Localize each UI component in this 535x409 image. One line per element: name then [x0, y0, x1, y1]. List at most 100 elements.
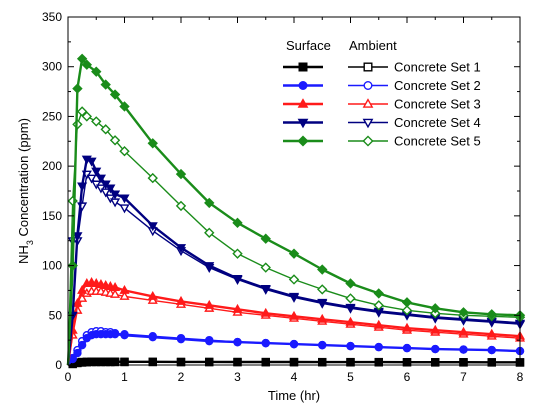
set-5-surface-point — [260, 233, 271, 244]
legend-set-1-label: Concrete Set 1 — [394, 60, 481, 75]
set-5-ambient-point — [91, 116, 102, 127]
set-2-surface-point — [120, 330, 129, 340]
set-5-ambient-point — [232, 248, 243, 259]
set-4-surface-point — [204, 262, 215, 272]
legend-set-3-surface-marker — [297, 98, 309, 108]
set-3-surface-point — [77, 284, 88, 294]
legend: Surface Ambient Concrete Set 1 Concrete Set… — [283, 38, 481, 149]
set-4-surface-point — [260, 284, 271, 294]
set-3-surface-point — [430, 324, 441, 334]
set-3-surface-point — [72, 297, 83, 307]
set-2-surface-point — [374, 342, 383, 352]
set-4-surface-point — [288, 292, 300, 302]
set-5-surface-point — [91, 66, 102, 77]
set-2-surface-point — [73, 348, 82, 358]
set-3-surface-point — [288, 310, 300, 320]
legend-set-3-ambient-marker — [362, 98, 374, 108]
set-3-surface-point — [119, 284, 130, 294]
set-5-ambient-point — [147, 172, 158, 184]
set-5-ambient-point — [109, 135, 121, 146]
set-5-surface-point — [81, 59, 93, 70]
set-5-surface-point — [345, 278, 356, 289]
x-tick-label: 8 — [517, 370, 524, 384]
set-5-surface-point — [288, 248, 300, 259]
set-4-surface-point — [95, 174, 106, 184]
set-5-ambient-point — [100, 124, 111, 135]
set-4-surface-point — [232, 274, 243, 284]
y-tick-label: 0 — [55, 358, 62, 372]
set-2-surface-point — [289, 339, 299, 349]
set-3-surface-point — [110, 281, 121, 291]
set-2-surface-point — [233, 337, 242, 347]
x-axis-title: Time (hr) — [268, 388, 320, 403]
legend-set-2-ambient-marker — [363, 80, 373, 90]
set-4-surface-point — [72, 232, 83, 242]
set-3-surface-point — [373, 319, 384, 329]
y-tick-label: 150 — [42, 209, 62, 223]
set-4-surface-point — [317, 298, 328, 308]
set-5-ambient-point — [119, 146, 130, 157]
set-4-surface-point — [175, 244, 187, 254]
set-4-surface-point — [119, 194, 130, 204]
set-4-surface-point — [86, 157, 97, 167]
set-5-surface-point — [232, 217, 243, 229]
set-5-surface-point — [401, 297, 413, 308]
set-4-ambient-point — [119, 204, 130, 214]
set-3-surface-point — [147, 290, 158, 300]
set-2-surface-point — [402, 343, 412, 353]
set-5-surface-point — [204, 197, 215, 209]
x-tick-label: 3 — [234, 370, 241, 384]
set-4-ambient-point — [86, 174, 97, 184]
legend-set-2-label: Concrete Set 2 — [394, 78, 481, 93]
set-3-surface-point — [175, 295, 187, 305]
set-5-surface-point — [119, 101, 130, 112]
x-tick-label: 7 — [460, 370, 467, 384]
legend-header-ambient: Ambient — [349, 38, 397, 53]
legend-set-5-surface-marker — [297, 135, 309, 147]
set-4-surface-point — [110, 190, 121, 200]
axes: 0 1 2 3 4 5 6 7 8 0 50 100 150 200 250 300 350 Time (hr) N… — [16, 10, 524, 403]
set-2-surface-point — [261, 338, 270, 348]
set-2-surface-point — [487, 345, 496, 355]
set-2-surface-point — [459, 345, 468, 354]
set-3-surface-point — [260, 307, 271, 317]
y-axis-title-part: NH — [16, 245, 31, 264]
legend-set-5-label: Concrete Set 5 — [394, 134, 481, 149]
set-5-surface-point — [373, 288, 384, 299]
set-3-surface-point — [458, 326, 469, 336]
set-5-ambient-point — [204, 227, 215, 238]
y-axis-title: NH3 Concentration (ppm) — [16, 118, 35, 264]
set-5-surface-point — [317, 264, 328, 275]
y-tick-label: 350 — [42, 10, 62, 24]
set-3-surface-point — [204, 299, 215, 309]
y-tick-label: 50 — [49, 308, 63, 322]
set-5-ambient-point — [401, 305, 413, 316]
y-tick-label: 100 — [42, 259, 62, 273]
set-3-surface-point — [401, 322, 413, 332]
x-tick-label: 1 — [121, 370, 128, 384]
set-5-ambient-point — [345, 293, 356, 304]
legend-set-4-ambient-marker — [362, 118, 374, 129]
x-tick-label: 0 — [65, 370, 72, 384]
set-3-surface-point — [486, 328, 497, 338]
set-5-ambient-point — [260, 262, 271, 273]
y-tick-label: 250 — [42, 109, 62, 123]
set-2-surface-point — [176, 334, 186, 344]
x-tick-label: 2 — [178, 370, 185, 384]
set-5-ambient-point — [288, 274, 300, 285]
set-4-surface-point — [77, 182, 88, 192]
set-5-surface-point — [72, 83, 83, 94]
set-4-surface-point — [147, 222, 158, 232]
set-5-surface-point — [175, 168, 187, 180]
legend-set-2-surface-marker — [298, 80, 308, 90]
set-2-surface-point — [77, 340, 87, 350]
set-5-ambient-point — [373, 300, 384, 311]
set-5-surface-point — [458, 307, 469, 318]
set-5-ambient-point — [317, 284, 328, 295]
set-4-ambient-point — [110, 198, 121, 208]
set-2-surface-point — [148, 332, 157, 342]
set-3-ambient-point — [119, 290, 130, 300]
legend-set-3-label: Concrete Set 3 — [394, 97, 481, 112]
x-tick-label: 5 — [347, 370, 354, 384]
